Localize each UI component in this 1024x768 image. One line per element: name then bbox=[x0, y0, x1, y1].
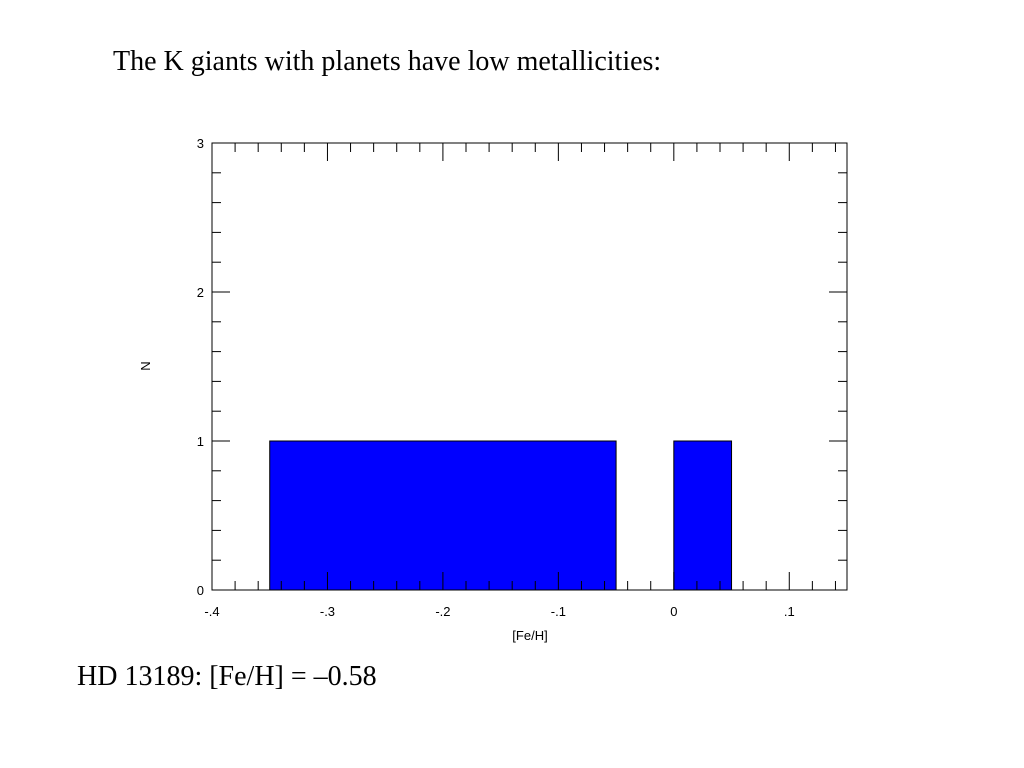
x-axis-label: [Fe/H] bbox=[512, 628, 547, 643]
y-tick-label: 2 bbox=[197, 285, 204, 300]
x-tick-label: -.4 bbox=[204, 604, 219, 619]
x-tick-label: -.2 bbox=[435, 604, 450, 619]
x-tick-label: 0 bbox=[670, 604, 677, 619]
y-tick-label: 3 bbox=[197, 136, 204, 151]
y-tick-label: 0 bbox=[197, 583, 204, 598]
x-tick-label: -.1 bbox=[551, 604, 566, 619]
x-tick-label: .1 bbox=[784, 604, 795, 619]
slide-title: The K giants with planets have low metal… bbox=[113, 46, 661, 77]
y-axis-label: N bbox=[138, 361, 153, 370]
y-tick-label: 1 bbox=[197, 434, 204, 449]
bar bbox=[269, 440, 617, 591]
annotation: HD 13189: [Fe/H] = –0.58 bbox=[77, 661, 377, 692]
x-tick-label: -.3 bbox=[320, 604, 335, 619]
bar bbox=[673, 440, 733, 591]
